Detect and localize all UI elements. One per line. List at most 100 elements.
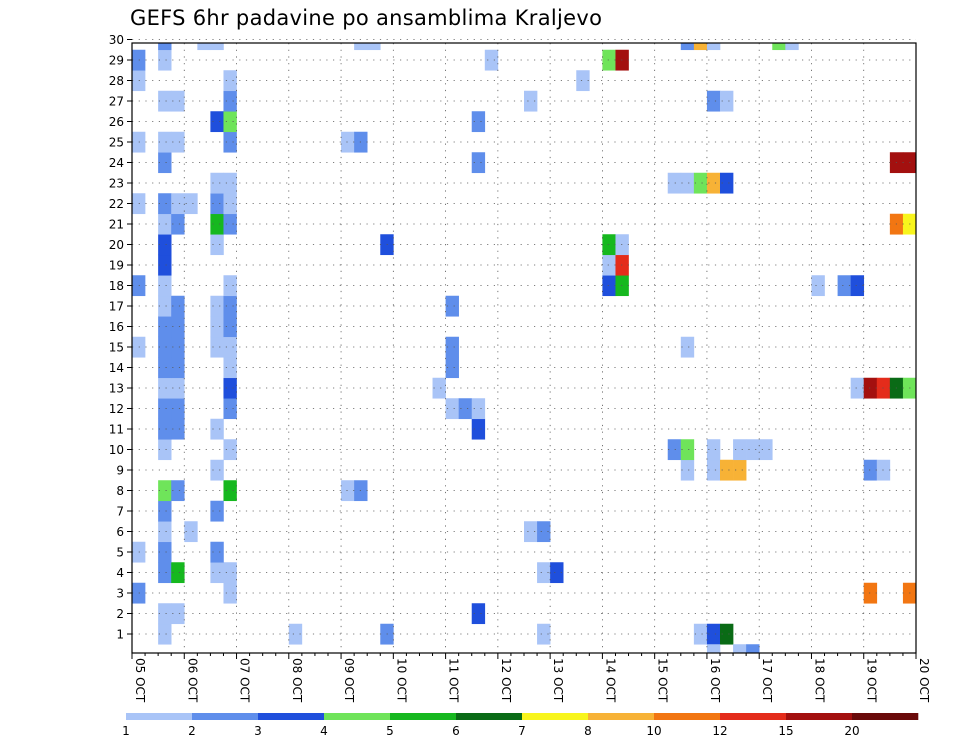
heatmap-cell [158,336,172,358]
y-tick-label: 5 [116,546,124,560]
x-tick-label: 12 OCT [499,658,513,703]
y-tick-label: 25 [109,136,124,150]
chart-title: GEFS 6hr padavine po ansamblima Kraljevo [130,6,603,30]
heatmap-cell [171,213,185,235]
heatmap-cell [602,275,616,297]
y-tick-label: 28 [109,74,124,88]
heatmap-cell [484,49,499,71]
colorbar-label: 2 [188,724,196,738]
heatmap-cell [210,193,224,215]
heatmap-cell [158,377,172,399]
heatmap-cell [706,439,721,461]
heatmap-cell [158,541,172,563]
heatmap-cell [341,480,355,502]
heatmap-cell [223,213,237,235]
heatmap-cell [223,90,237,112]
y-tick-label: 6 [116,525,124,539]
x-tick-label: 08 OCT [290,658,304,703]
heatmap-cell [210,295,224,317]
y-tick-label: 14 [109,361,124,375]
colorbar: 1 2 3 4 5 6 7 8 10 12 15 20 [122,713,919,738]
heatmap-cell [132,49,146,71]
heatmap-cell [223,111,237,133]
heatmap-cell [210,336,224,358]
heatmap-cell [210,418,224,440]
heatmap-cell [445,398,459,420]
heatmap-cell [197,43,211,51]
heatmap-cell [158,152,172,174]
heatmap-cell [223,398,237,420]
y-tick-label: 1 [116,628,124,642]
x-tick-label: 11 OCT [447,658,461,703]
y-tick-label: 22 [109,197,124,211]
heatmap-cell [850,377,865,399]
heatmap-cell [693,43,708,51]
heatmap-cell [759,439,773,461]
heatmap-cell [471,418,486,440]
heatmap-cell [171,316,185,338]
heatmap-cell [132,541,146,563]
heatmap-cell [158,316,172,338]
y-tick-label: 24 [109,156,124,170]
heatmap-cell [223,562,237,584]
heatmap-cell [171,398,185,420]
heatmap-cell [432,377,446,399]
heatmap-cell [733,644,747,654]
heatmap-cell [132,582,146,604]
heatmap-cell [132,336,146,358]
y-tick-label: 29 [109,54,124,68]
heatmap-cell [550,562,564,584]
y-tick-label: 27 [109,95,124,109]
heatmap-cell [158,500,172,522]
y-tick-label: 21 [109,218,124,232]
heatmap-cell [158,234,172,256]
heatmap-cell [223,172,237,194]
heatmap-cell [811,275,825,297]
colorbar-label: 10 [646,724,661,738]
heatmap-cell [158,275,172,297]
heatmap-cell [863,377,878,399]
heatmap-cell [524,521,538,543]
heatmap-cell [693,623,708,645]
heatmap-cell [171,418,185,440]
colorbar-swatch [588,713,655,720]
heatmap-cell [171,377,185,399]
colorbar-label: 6 [452,724,460,738]
colorbar-label: 8 [584,724,592,738]
heatmap-cell [680,43,695,51]
y-tick-label: 2 [116,607,124,621]
heatmap-cell [223,70,237,92]
y-tick-label: 17 [109,300,124,314]
y-tick-label: 20 [109,238,124,252]
heatmap-cell [210,43,224,51]
colorbar-label: 1 [122,724,130,738]
heatmap-cell [445,336,459,358]
heatmap-cell [602,49,616,71]
heatmap-cell [158,480,172,502]
heatmap-cell [537,623,551,645]
heatmap-cell [680,336,695,358]
heatmap-cell [158,521,172,543]
plot-frame [131,42,917,654]
x-tick-label: 18 OCT [812,658,826,703]
heatmap-cell [171,357,185,379]
heatmap-cell [223,357,237,379]
heatmap-cell [733,439,747,461]
heatmap-cell [223,131,237,153]
heatmap-cell [132,70,146,92]
heatmap-cell [171,562,185,584]
heatmap-cell [537,521,551,543]
heatmap-cell [210,111,224,133]
heatmap-cell [158,90,172,112]
heatmap-cell [158,603,172,625]
colorbar-label: 3 [254,724,262,738]
heatmap-cell [171,295,185,317]
y-tick-label: 7 [116,505,124,519]
y-tick-label: 8 [116,484,124,498]
heatmap-cell [341,131,355,153]
heatmap-cell [210,316,224,338]
heatmap-cell [785,43,799,51]
heatmap-cell [471,152,486,174]
heatmap-cell [210,213,224,235]
heatmap-cell [223,480,237,502]
